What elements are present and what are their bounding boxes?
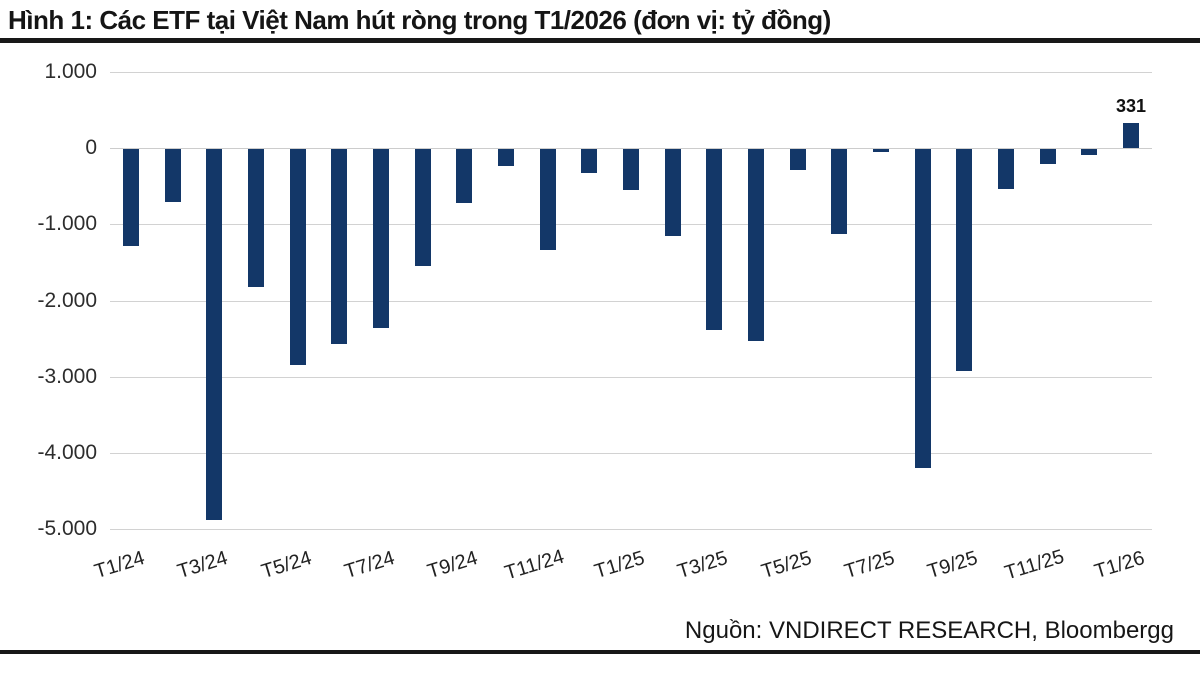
bar-T1/26 [1123,123,1139,148]
bar-T6/25 [831,149,847,234]
bar-T7/24 [373,149,389,328]
bar-T3/24 [206,149,222,520]
bar-T11/24 [540,149,556,250]
bar-T10/24 [498,149,514,166]
bar-T5/25 [790,149,806,170]
bar-T8/24 [415,149,431,266]
x-axis-tick-label: T9/25 [924,547,981,584]
title-rule [0,38,1200,43]
x-axis-tick-label: T11/24 [502,545,567,585]
bar-T2/24 [165,149,181,202]
bar-T2/25 [665,149,681,236]
bar-T9/25 [956,149,972,371]
y-axis-tick-label: -5.000 [37,517,97,540]
gridline [110,72,1152,73]
y-axis-tick-label: 0 [85,136,97,159]
bar-T8/25 [915,149,931,468]
x-axis-tick-label: T5/24 [258,547,315,584]
gridline [110,224,1152,225]
zero-gridline [110,148,1152,149]
source-text: Nguồn: VNDIRECT RESEARCH, Bloombergg [684,617,1174,644]
bar-T1/25 [623,149,639,190]
x-axis-tick-label: T7/25 [841,547,898,584]
etf-net-flow-bar-chart: 1.000 0 -1.000 -2.000 -3.000 -4.000 -5.000 T1/2… [0,44,1200,614]
y-axis-tick-label: -1.000 [37,212,97,235]
x-axis-tick-label: T1/26 [1091,547,1148,584]
gridline [110,529,1152,530]
gridline [110,301,1152,302]
x-axis-tick-label: T11/25 [1002,545,1067,585]
x-axis-tick-label: T3/25 [674,547,731,584]
bar-T5/24 [290,149,306,365]
gridline [110,453,1152,454]
x-axis-tick-label: T3/24 [174,547,231,584]
x-axis-tick-label: T1/25 [591,547,648,584]
bottom-rule [0,650,1200,654]
bar-T1/24 [123,149,139,246]
bar-T9/24 [456,149,472,203]
y-axis-tick-label: -4.000 [37,441,97,464]
bar-T3/25 [706,149,722,330]
y-axis-tick-label: -3.000 [37,365,97,388]
bar-value-label: 331 [1115,96,1147,116]
y-axis-tick-label: -2.000 [37,289,97,312]
bar-T4/24 [248,149,264,287]
gridline [110,377,1152,378]
y-axis-tick-label: 1.000 [44,60,97,83]
x-axis-tick-label: T9/24 [424,547,481,584]
figure-title: Hình 1: Các ETF tại Việt Nam hút ròng tr… [8,5,831,35]
bar-T6/24 [331,149,347,344]
x-axis-tick-label: T5/25 [758,547,815,584]
bar-T4/25 [748,149,764,341]
bar-T11/25 [1040,149,1056,164]
bar-T10/25 [998,149,1014,189]
x-axis-tick-label: T7/24 [341,547,398,584]
x-axis-tick-label: T1/24 [91,547,148,584]
bar-T12/25 [1081,149,1097,155]
bar-T7/25 [873,149,889,152]
bar-T12/24 [581,149,597,173]
